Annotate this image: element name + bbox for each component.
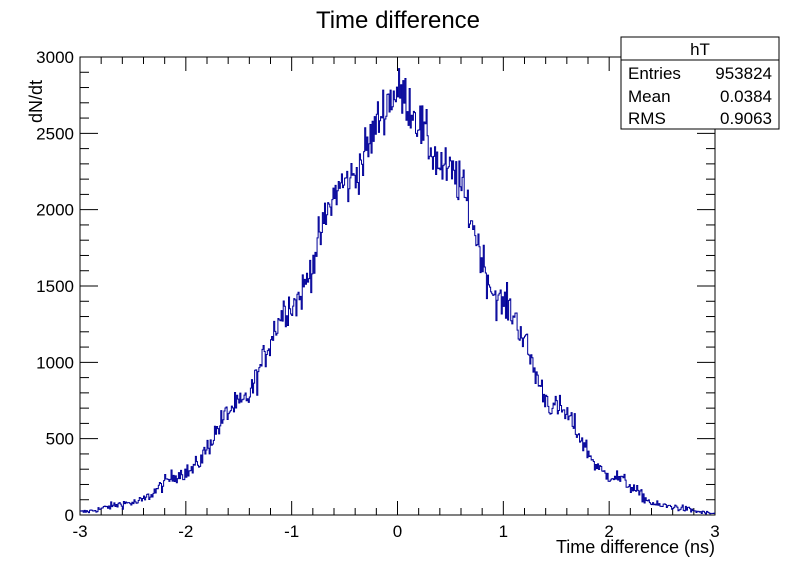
- x-axis-label: Time difference (ns): [556, 537, 715, 557]
- y-tick-label: 1000: [36, 353, 74, 372]
- plot-frame: [79, 56, 716, 516]
- y-tick-label: 1500: [36, 277, 74, 296]
- x-tick-label: -1: [284, 522, 299, 541]
- y-tick-label: 2000: [36, 201, 74, 220]
- y-axis: 0 500 1000 1500 2000 2500 3000: [36, 48, 715, 525]
- y-tick-label: 2500: [36, 124, 74, 143]
- x-tick-label: -3: [72, 522, 87, 541]
- x-tick-label: 0: [393, 522, 402, 541]
- stats-value-entries: 953824: [715, 64, 772, 83]
- y-tick-label: 500: [46, 430, 74, 449]
- stats-box: hT Entries 953824 Mean 0.0384 RMS 0.9063: [620, 36, 780, 130]
- x-tick-label: -2: [178, 522, 193, 541]
- x-tick-label: 3: [710, 522, 719, 541]
- stats-value-rms: 0.9063: [720, 109, 772, 128]
- x-axis: -3 -2 -1 0 1 2 3: [72, 57, 720, 541]
- x-tick-label: 2: [604, 522, 613, 541]
- stats-label-mean: Mean: [628, 87, 671, 106]
- stats-box-frame: [620, 36, 780, 130]
- y-tick-label: 3000: [36, 48, 74, 67]
- stats-value-mean: 0.0384: [720, 87, 772, 106]
- x-tick-label: 1: [499, 522, 508, 541]
- stats-label-rms: RMS: [628, 109, 666, 128]
- chart-title: Time difference: [316, 7, 480, 34]
- histogram-line: [80, 68, 715, 515]
- y-axis-label: dN/dt: [26, 80, 46, 123]
- y-tick-label: 0: [65, 506, 74, 525]
- stats-box-title: hT: [690, 40, 710, 59]
- stats-label-entries: Entries: [628, 64, 681, 83]
